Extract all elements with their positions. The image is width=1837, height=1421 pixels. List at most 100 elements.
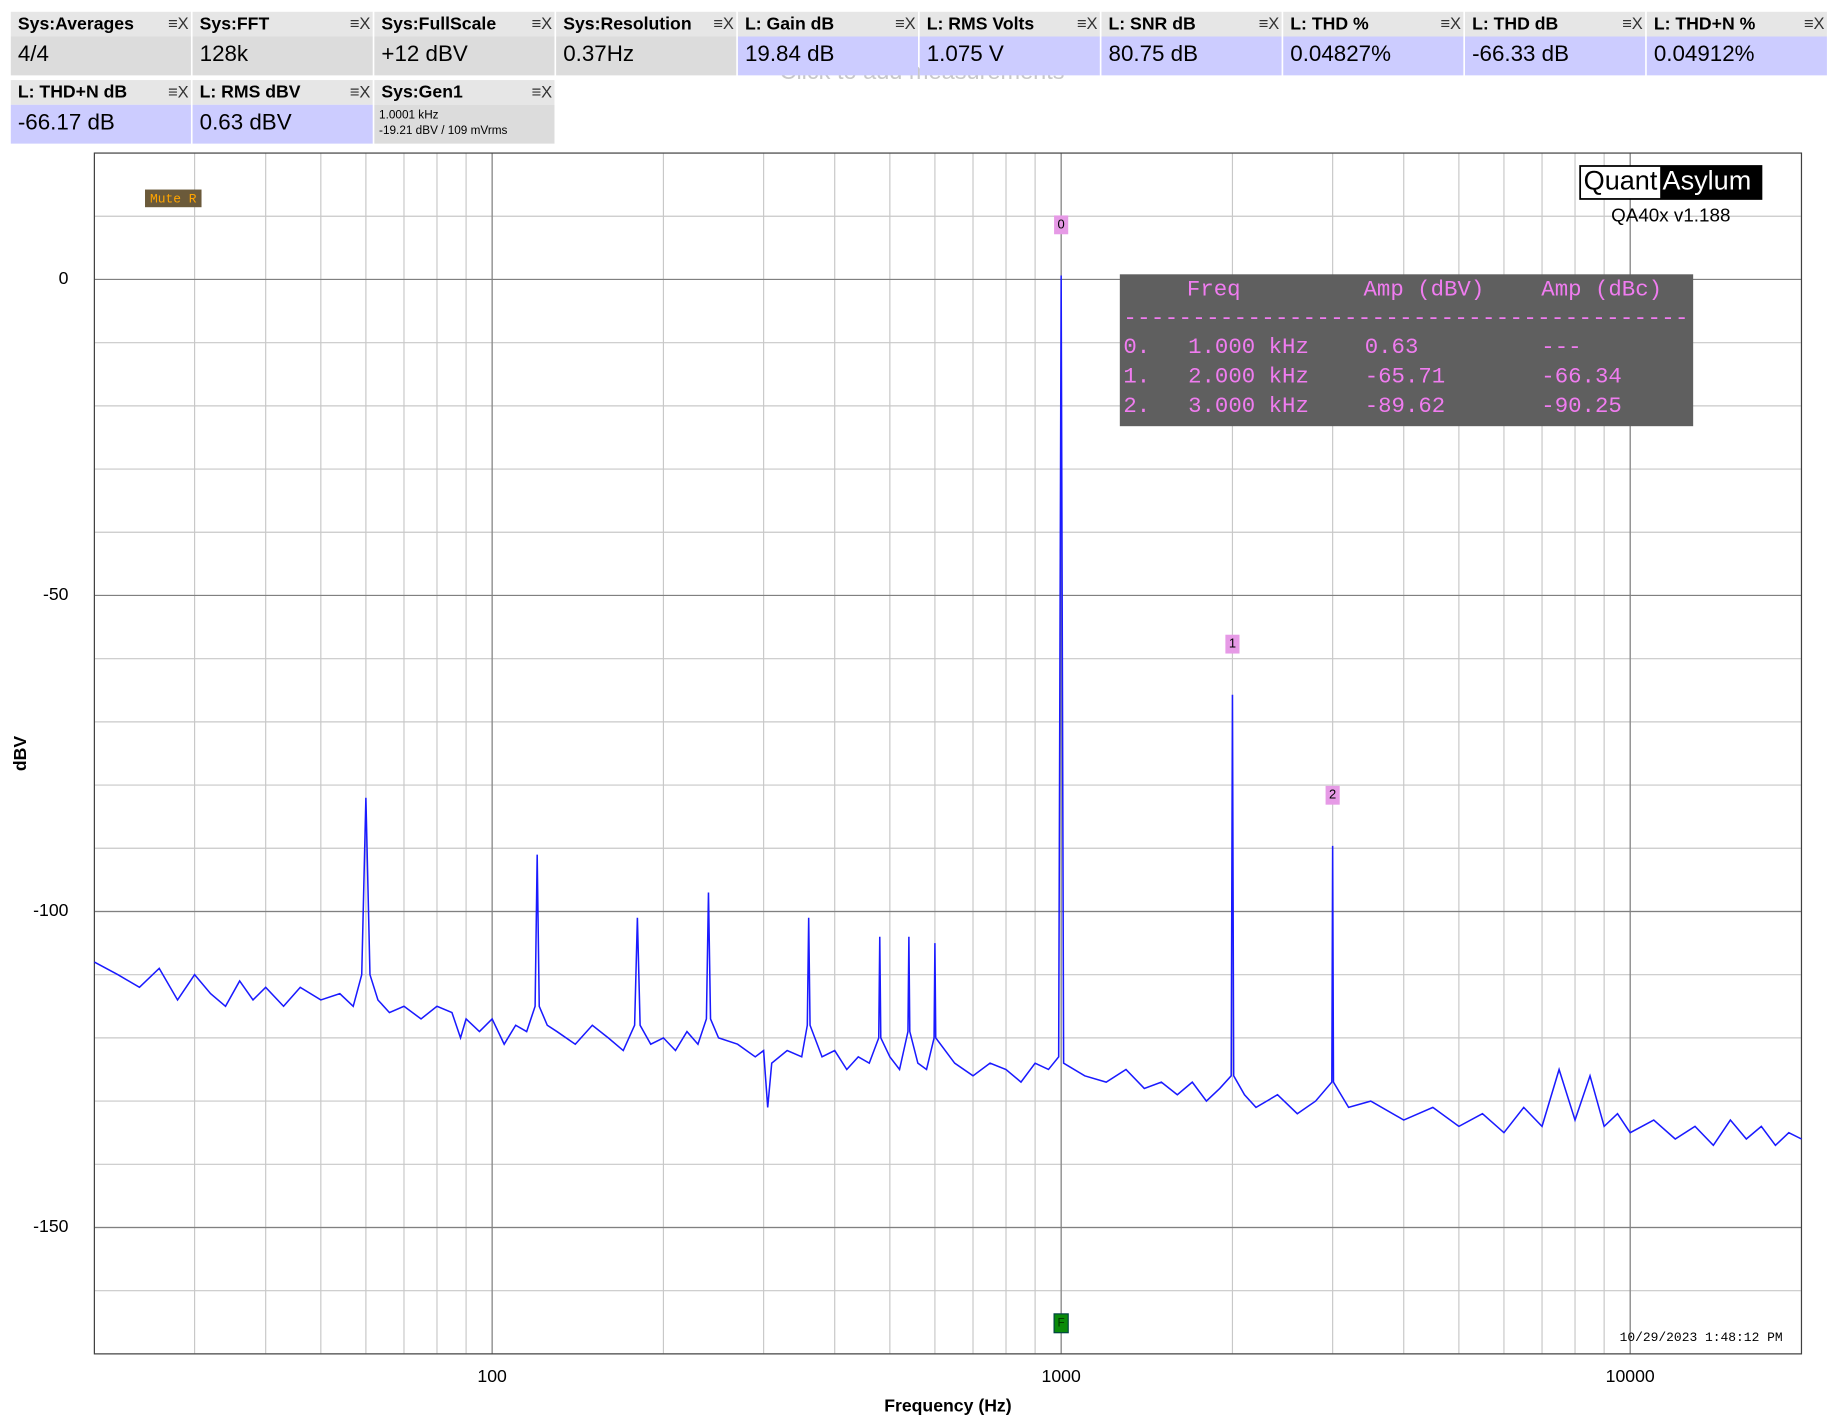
- measurement-box[interactable]: L: SNR dB ≡X 80.75 dB: [1101, 11, 1282, 76]
- box-icons[interactable]: ≡X: [350, 83, 371, 101]
- peak-marker-label[interactable]: 0: [1058, 216, 1065, 231]
- measurement-box[interactable]: L: THD dB ≡X -66.33 dB: [1465, 11, 1646, 76]
- box-value-area: [10, 104, 191, 144]
- peak-table-cell: 2.000 kHz: [1188, 364, 1309, 390]
- box-title: L: THD+N dB: [18, 82, 127, 102]
- box-title: Sys:Resolution: [563, 13, 691, 33]
- x-tick-label: 10000: [1606, 1366, 1655, 1386]
- box-title: Sys:Gen1: [381, 82, 463, 102]
- box-title: L: RMS Volts: [927, 13, 1035, 33]
- measurement-box[interactable]: Sys:FFT ≡X 128k: [192, 11, 373, 76]
- box-value-area: [556, 36, 737, 76]
- mute-box[interactable]: [145, 189, 202, 208]
- box-title: L: THD+N %: [1654, 13, 1756, 33]
- plot-border: [93, 152, 1803, 1355]
- peak-table-cell: 3.000 kHz: [1188, 393, 1309, 419]
- box-title: L: THD %: [1290, 13, 1369, 33]
- measurement-box[interactable]: L: RMS dBV ≡X 0.63 dBV: [192, 80, 373, 144]
- box-icons[interactable]: ≡X: [1259, 15, 1280, 33]
- box-icons[interactable]: ≡X: [895, 15, 916, 33]
- peak-marker[interactable]: [1225, 634, 1240, 654]
- measurement-box[interactable]: Sys:FullScale ≡X +12 dBV: [374, 11, 555, 76]
- box-value: 80.75 dB: [1109, 41, 1199, 66]
- freq-marker[interactable]: [1053, 1313, 1069, 1334]
- measurement-box[interactable]: L: THD+N % ≡X 0.04912%: [1646, 11, 1827, 76]
- version: QA40x v1.188: [1611, 205, 1730, 226]
- y-tick-label: -100: [33, 900, 68, 920]
- measurement-box[interactable]: L: THD % ≡X 0.04827%: [1283, 11, 1464, 76]
- box-icons[interactable]: ≡X: [713, 15, 734, 33]
- peak-marker-label[interactable]: 1: [1229, 636, 1236, 651]
- box-header: [737, 11, 919, 37]
- logo-right: Asylum: [1663, 165, 1752, 196]
- peak-marker-label[interactable]: 2: [1329, 787, 1336, 802]
- box-value: 4/4: [18, 41, 49, 66]
- box-value-area: [192, 36, 373, 76]
- peak-table-header: Amp (dBV): [1364, 277, 1485, 303]
- peak-table-cell: 1.: [1123, 364, 1150, 390]
- measurement-box[interactable]: L: RMS Volts ≡X 1.075 V: [919, 11, 1100, 76]
- peak-table-cell: ---: [1541, 334, 1581, 360]
- box-icons[interactable]: ≡X: [1622, 15, 1643, 33]
- box-icons[interactable]: ≡X: [168, 15, 189, 33]
- box-value-area: [1465, 36, 1646, 76]
- box-value-area: [1101, 36, 1282, 76]
- peak-table-cell: 2.: [1123, 393, 1150, 419]
- peak-table-cell: -89.62: [1365, 393, 1446, 419]
- measurement-box[interactable]: Sys:Resolution ≡X 0.37Hz: [556, 11, 737, 76]
- y-axis-label: dBV: [10, 736, 30, 772]
- x-tick-label: 100: [477, 1366, 507, 1386]
- peak-table-rule: ----------------------------------------…: [1123, 305, 1688, 331]
- mute-label[interactable]: Mute R: [150, 191, 197, 206]
- box-icons[interactable]: ≡X: [532, 15, 553, 33]
- box-value: 1.075 V: [927, 41, 1004, 66]
- x-tick-label: 1000: [1042, 1366, 1081, 1386]
- peak-table-cell: 1.000 kHz: [1188, 334, 1309, 360]
- box-icons[interactable]: ≡X: [1804, 15, 1825, 33]
- box-value-area: [10, 36, 191, 76]
- box-icons[interactable]: ≡X: [168, 83, 189, 101]
- y-tick-label: -50: [43, 584, 69, 604]
- box-header: [374, 11, 555, 37]
- peak-table-cell: -90.25: [1541, 393, 1622, 419]
- box-value-line: -19.21 dBV / 109 mVrms: [379, 124, 508, 137]
- y-tick-label: 0: [59, 268, 69, 288]
- measurement-box[interactable]: L: Gain dB ≡X 19.84 dB: [737, 11, 919, 76]
- logo-left: Quant: [1584, 165, 1658, 196]
- box-title: L: Gain dB: [745, 13, 834, 33]
- box-title: L: THD dB: [1472, 13, 1558, 33]
- measurement-box[interactable]: Sys:Gen1 ≡X 1.0001 kHz -19.21 dBV / 109 mVr…: [374, 80, 555, 144]
- freq-marker-label[interactable]: F: [1058, 1316, 1065, 1329]
- peak-marker[interactable]: [1325, 785, 1340, 805]
- box-icons[interactable]: ≡X: [1440, 15, 1461, 33]
- box-icons[interactable]: ≡X: [1077, 15, 1098, 33]
- peak-table-cell: -65.71: [1365, 364, 1446, 390]
- y-tick-label: -150: [33, 1216, 68, 1236]
- box-value-line: 1.0001 kHz: [379, 108, 439, 121]
- box-value: -66.33 dB: [1472, 41, 1569, 66]
- box-title: L: SNR dB: [1109, 13, 1196, 33]
- box-icons[interactable]: ≡X: [350, 15, 371, 33]
- box-value: +12 dBV: [381, 41, 467, 66]
- box-value-area: [374, 36, 555, 76]
- measurement-box[interactable]: L: THD+N dB ≡X -66.17 dB: [10, 80, 191, 144]
- box-header: [1101, 11, 1282, 37]
- peak-table-cell: 0.: [1123, 334, 1150, 360]
- box-value: 19.84 dB: [745, 41, 835, 66]
- spectrum-line: [94, 275, 1802, 1147]
- box-value: 0.37Hz: [563, 41, 634, 66]
- measurement-box[interactable]: Sys:Averages ≡X 4/4: [10, 11, 191, 76]
- peak-marker[interactable]: [1054, 215, 1069, 235]
- box-value-area: [1283, 36, 1464, 76]
- box-value: 0.04827%: [1290, 41, 1391, 66]
- box-header: [192, 11, 373, 37]
- box-header: [374, 80, 555, 105]
- peak-table-header: Freq: [1187, 277, 1241, 303]
- peak-table-cell: -66.34: [1541, 364, 1622, 390]
- box-title: Sys:FullScale: [381, 13, 496, 33]
- peak-table-header: Amp (dBc): [1541, 277, 1662, 303]
- box-header: [10, 80, 191, 105]
- box-value-area: [192, 104, 373, 144]
- box-value-area: [374, 104, 555, 144]
- box-icons[interactable]: ≡X: [532, 83, 553, 101]
